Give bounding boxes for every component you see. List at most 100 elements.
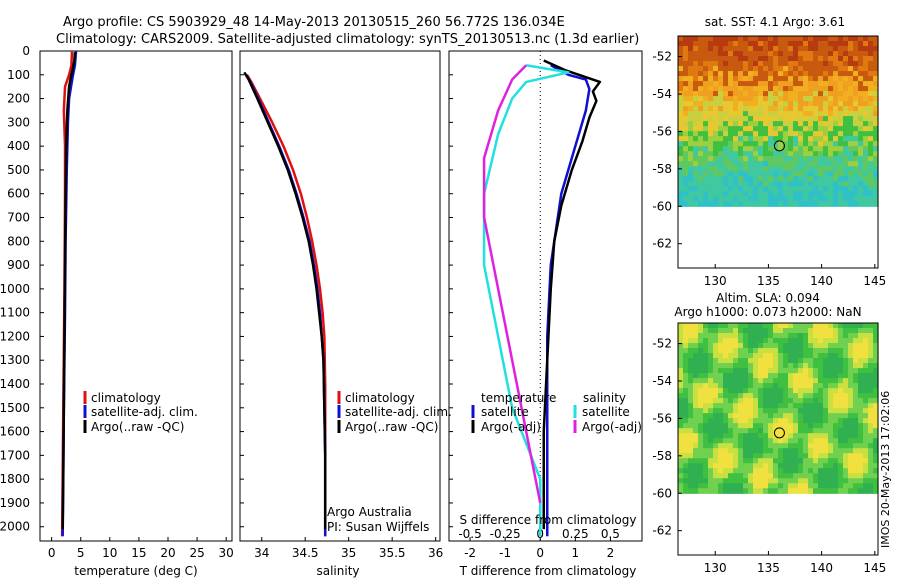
map-cell (833, 478, 839, 484)
map-cell (843, 373, 849, 379)
map-cell (748, 166, 754, 172)
map-cell (833, 126, 839, 132)
map-cell (803, 463, 809, 469)
map-cell (728, 418, 734, 424)
map-cell (828, 116, 834, 122)
map-cell (828, 111, 834, 117)
map-cell (853, 191, 859, 197)
map-cell (768, 373, 774, 379)
map-cell (813, 166, 819, 172)
map-cell (713, 86, 719, 92)
map-cell (848, 106, 854, 112)
map-cell (678, 61, 684, 67)
map-cell (768, 201, 774, 207)
map-cell (848, 353, 854, 359)
map-cell (788, 71, 794, 77)
map-cell (818, 323, 824, 329)
map-cell (838, 403, 844, 409)
map-cell (778, 166, 784, 172)
map-cell (743, 373, 749, 379)
map-cell (698, 453, 704, 459)
map-cell (698, 333, 704, 339)
map-cell (853, 433, 859, 439)
map-cell (848, 156, 854, 162)
map-cell (778, 448, 784, 454)
map-cell (748, 106, 754, 112)
map-cell (773, 483, 779, 489)
map-cell (728, 156, 734, 162)
map-cell (703, 328, 709, 334)
map-cell (723, 81, 729, 87)
map-cell (808, 121, 814, 127)
map-cell (733, 323, 739, 329)
map-cell (793, 338, 799, 344)
map-cell (753, 343, 759, 349)
map-cell (868, 423, 874, 429)
map-cell (743, 428, 749, 434)
map-cell (818, 166, 824, 172)
map-cell (678, 116, 684, 122)
map-cell (808, 36, 814, 42)
map-cell (708, 66, 714, 72)
map-cell (718, 191, 724, 197)
map-cell (813, 383, 819, 389)
map-cell (853, 348, 859, 354)
map-cell (718, 348, 724, 354)
map-cell (773, 413, 779, 419)
map-cell (788, 393, 794, 399)
map-cell (863, 488, 869, 494)
map-cell (803, 51, 809, 57)
map-cell (768, 383, 774, 389)
map-cell (683, 418, 689, 424)
map-cell (843, 51, 849, 57)
map-cell (813, 136, 819, 142)
map-cell (678, 353, 684, 359)
map-cell (853, 393, 859, 399)
map-cell (743, 323, 749, 329)
map-cell (703, 111, 709, 117)
map-cell (803, 368, 809, 374)
map-cell (868, 478, 874, 484)
map-cell (718, 483, 724, 489)
map-cell (833, 413, 839, 419)
map-cell (688, 161, 694, 167)
map-cell (718, 333, 724, 339)
map-cell (733, 468, 739, 474)
map-cell (763, 56, 769, 62)
map-cell (813, 338, 819, 344)
map-cell (838, 86, 844, 92)
map-cell (798, 111, 804, 117)
map-cell (728, 151, 734, 157)
map-cell (763, 116, 769, 122)
map-cell (743, 96, 749, 102)
map-cell (848, 323, 854, 329)
map-cell (708, 166, 714, 172)
map-cell (808, 378, 814, 384)
map-cell (683, 408, 689, 414)
map-cell (708, 433, 714, 439)
map-cell (693, 428, 699, 434)
map-cell (758, 116, 764, 122)
map-cell (748, 323, 754, 329)
map-cell (833, 201, 839, 207)
map-cell (783, 81, 789, 87)
map-cell (853, 51, 859, 57)
map-cell (698, 56, 704, 62)
map-cell (713, 408, 719, 414)
map-cell (763, 393, 769, 399)
map-cell (848, 383, 854, 389)
map-cell (678, 201, 684, 207)
map-cell (703, 448, 709, 454)
map-cell (728, 191, 734, 197)
map-cell (748, 393, 754, 399)
map-cell (693, 388, 699, 394)
map-cell (838, 76, 844, 82)
map-cell (853, 353, 859, 359)
map-cell (838, 101, 844, 107)
map-cell (713, 106, 719, 112)
map-cell (803, 418, 809, 424)
map-cell (728, 473, 734, 479)
map-cell (868, 56, 874, 62)
map-cell (683, 176, 689, 182)
map-cell (743, 166, 749, 172)
